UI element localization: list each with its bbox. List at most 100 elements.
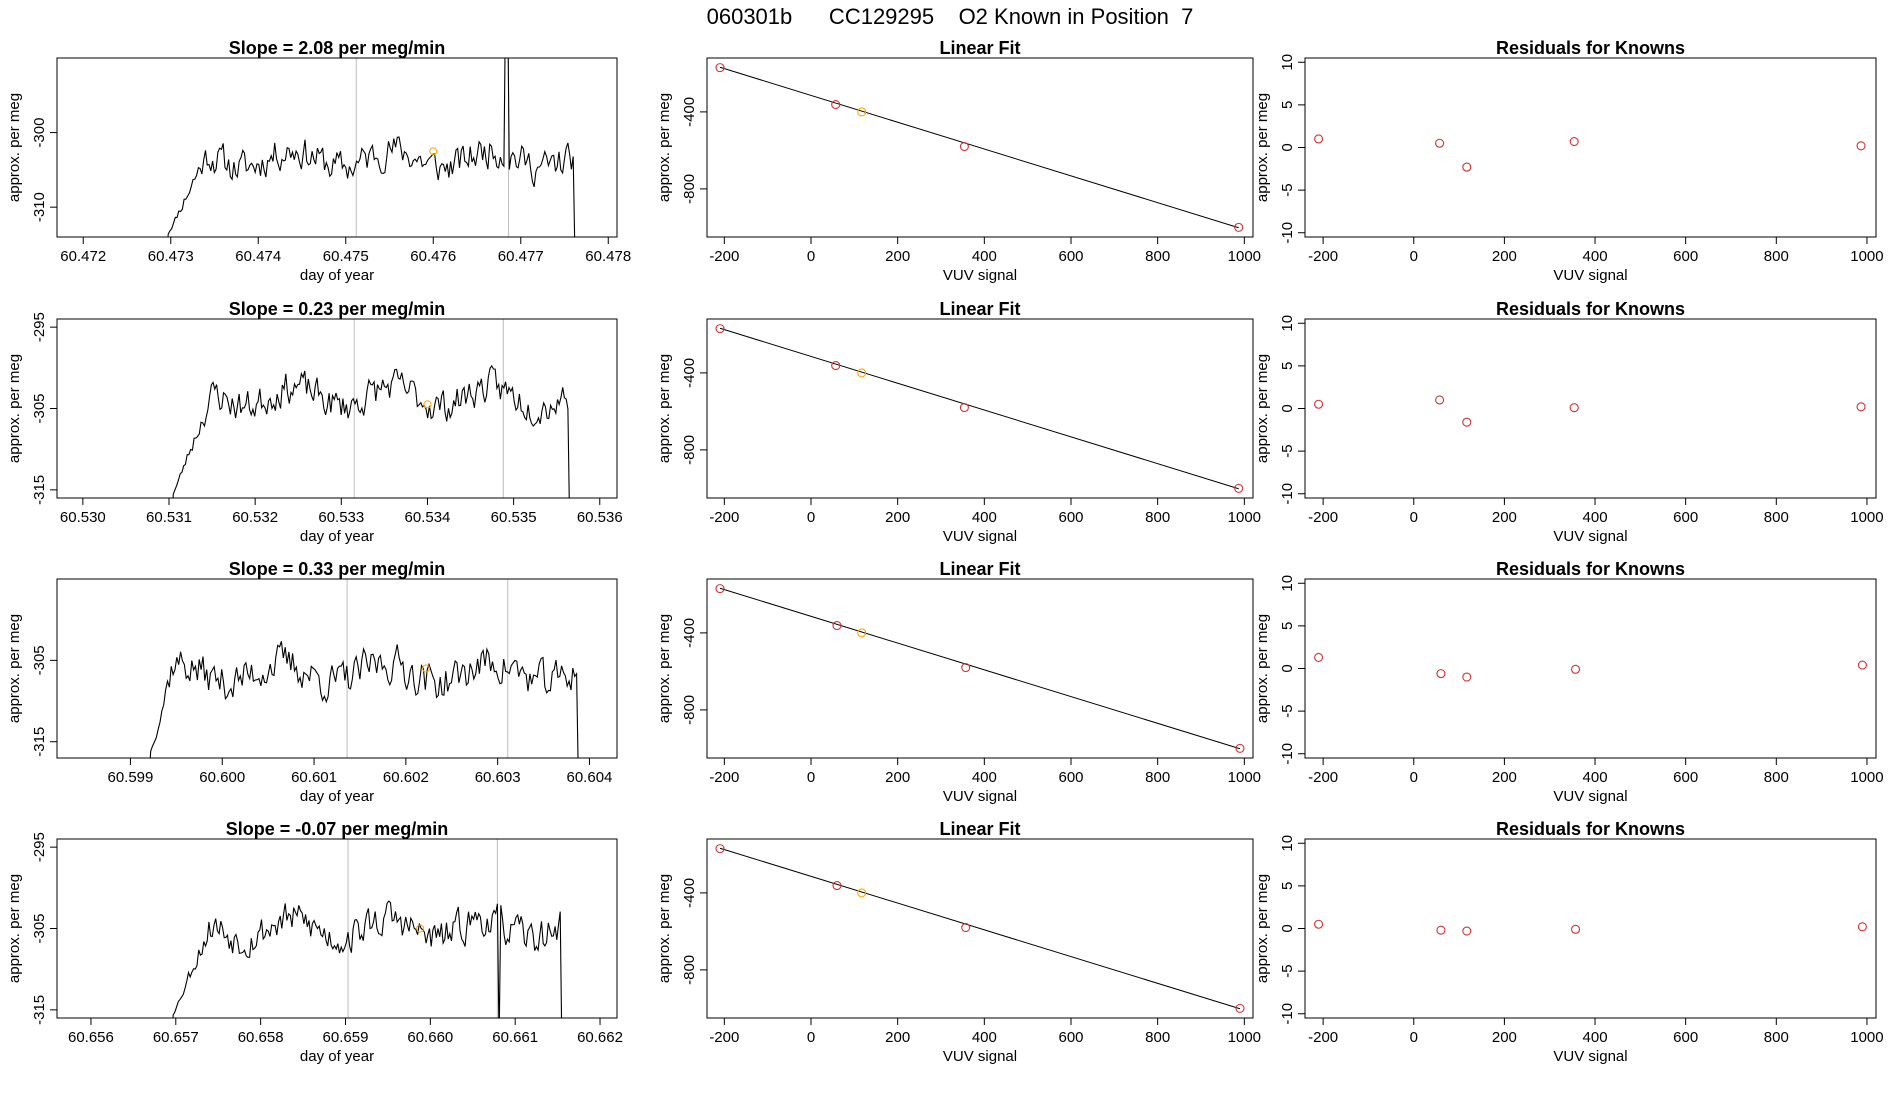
y-tick-label: -400 bbox=[681, 97, 698, 127]
data-point bbox=[1314, 134, 1324, 144]
x-tick-label: 400 bbox=[972, 509, 997, 526]
plot-frame bbox=[56, 318, 618, 499]
data-point bbox=[715, 844, 725, 854]
x-tick-label: 60.476 bbox=[410, 248, 456, 265]
data-point bbox=[715, 324, 725, 334]
y-tick-label: -315 bbox=[31, 995, 48, 1025]
y-tick-label: -305 bbox=[31, 393, 48, 423]
x-tick-label: 400 bbox=[972, 769, 997, 786]
data-point bbox=[1235, 743, 1245, 753]
x-tick-label: 60.474 bbox=[235, 248, 281, 265]
panel-title: Linear Fit bbox=[939, 299, 1020, 319]
data-point bbox=[857, 888, 867, 898]
x-tick-label: 800 bbox=[1764, 1029, 1789, 1046]
x-tick-label: 200 bbox=[1492, 248, 1517, 265]
plot-area bbox=[167, 58, 576, 237]
x-tick-label: 1000 bbox=[1228, 509, 1261, 526]
x-tick-label: 600 bbox=[1058, 1029, 1083, 1046]
y-tick-label: 5 bbox=[1279, 622, 1296, 630]
x-tick-label: -200 bbox=[709, 1029, 739, 1046]
x-tick-label: 400 bbox=[1583, 509, 1608, 526]
panel-1-0: Slope = 0.23 per meg/min day of year appro… bbox=[6, 299, 623, 545]
plot-area bbox=[715, 844, 1245, 1013]
y-tick-label: 0 bbox=[1279, 404, 1296, 412]
panel-3-0: Slope = -0.07 per meg/min day of year appr… bbox=[6, 819, 623, 1065]
x-tick-label: -200 bbox=[709, 248, 739, 265]
data-point bbox=[831, 100, 841, 110]
x-tick-label: -200 bbox=[1308, 1029, 1338, 1046]
y-axis-label: approx. per meg bbox=[656, 354, 673, 463]
plot-frame bbox=[706, 578, 1254, 759]
panel-2-1: Linear Fit VUV signal approx. per meg -200 0… bbox=[656, 559, 1261, 805]
x-axis-label: day of year bbox=[300, 1048, 374, 1065]
plot-area bbox=[715, 63, 1244, 232]
y-tick-label: -400 bbox=[681, 618, 698, 648]
x-axis-label: day of year bbox=[300, 788, 374, 805]
plot-area bbox=[1314, 395, 1866, 427]
x-tick-label: 600 bbox=[1058, 509, 1083, 526]
plot-area bbox=[1314, 919, 1867, 936]
x-tick-label: 800 bbox=[1145, 248, 1170, 265]
x-tick-label: -200 bbox=[1308, 509, 1338, 526]
data-point bbox=[857, 107, 867, 117]
x-axis-label: VUV signal bbox=[1553, 788, 1627, 805]
x-tick-label: 600 bbox=[1673, 509, 1698, 526]
y-axis-label: approx. per meg bbox=[656, 614, 673, 723]
panel-title: Linear Fit bbox=[939, 819, 1020, 839]
x-tick-label: 60.657 bbox=[153, 1029, 199, 1046]
data-point bbox=[1436, 925, 1446, 935]
panel-title: Residuals for Knowns bbox=[1496, 559, 1685, 579]
y-tick-label: 5 bbox=[1279, 101, 1296, 109]
fit-line bbox=[719, 327, 1239, 490]
mean-point bbox=[423, 400, 432, 409]
x-tick-label: 60.477 bbox=[498, 248, 544, 265]
x-tick-label: 400 bbox=[972, 248, 997, 265]
mean-point bbox=[422, 664, 431, 673]
y-tick-label: -400 bbox=[681, 358, 698, 388]
panel-title: Residuals for Knowns bbox=[1496, 819, 1685, 839]
x-axis-label: VUV signal bbox=[1553, 267, 1627, 284]
x-tick-label: 200 bbox=[885, 248, 910, 265]
x-tick-label: 600 bbox=[1673, 1029, 1698, 1046]
x-tick-label: 800 bbox=[1145, 1029, 1170, 1046]
mean-point bbox=[429, 147, 438, 156]
x-tick-label: 60.530 bbox=[60, 509, 106, 526]
data-point bbox=[1856, 402, 1866, 412]
signal-line bbox=[172, 364, 570, 498]
y-axis-label: approx. per meg bbox=[1254, 354, 1271, 463]
fit-line bbox=[719, 847, 1241, 1010]
x-tick-label: 800 bbox=[1764, 509, 1789, 526]
y-tick-label: -10 bbox=[1279, 222, 1296, 244]
x-axis-label: VUV signal bbox=[943, 788, 1017, 805]
plot-frame bbox=[706, 57, 1254, 238]
x-tick-label: 600 bbox=[1058, 769, 1083, 786]
x-tick-label: 60.662 bbox=[577, 1029, 623, 1046]
x-tick-label: 1000 bbox=[1850, 248, 1883, 265]
x-tick-label: 200 bbox=[885, 509, 910, 526]
y-axis-label: approx. per meg bbox=[1254, 614, 1271, 723]
data-point bbox=[1462, 672, 1472, 682]
x-tick-label: 0 bbox=[807, 509, 815, 526]
y-tick-label: -300 bbox=[31, 118, 48, 148]
x-tick-label: 800 bbox=[1145, 509, 1170, 526]
x-tick-label: 60.473 bbox=[148, 248, 194, 265]
x-tick-label: 1000 bbox=[1228, 769, 1261, 786]
signal-line bbox=[149, 641, 579, 758]
x-tick-label: 60.659 bbox=[323, 1029, 369, 1046]
panel-title: Residuals for Knowns bbox=[1496, 299, 1685, 319]
panel-title: Slope = -0.07 per meg/min bbox=[226, 819, 449, 839]
x-axis-label: VUV signal bbox=[1553, 1048, 1627, 1065]
x-tick-label: 0 bbox=[1410, 1029, 1418, 1046]
data-point bbox=[1462, 417, 1472, 427]
y-axis-label: approx. per meg bbox=[1254, 93, 1271, 202]
plot-frame bbox=[56, 57, 618, 238]
data-point bbox=[1462, 162, 1472, 172]
x-tick-label: 600 bbox=[1673, 769, 1698, 786]
data-point bbox=[832, 621, 842, 631]
y-tick-label: 10 bbox=[1279, 575, 1296, 592]
x-tick-label: 800 bbox=[1145, 769, 1170, 786]
y-tick-label: -305 bbox=[31, 645, 48, 675]
data-point bbox=[1569, 136, 1579, 147]
panel-title: Linear Fit bbox=[939, 559, 1020, 579]
